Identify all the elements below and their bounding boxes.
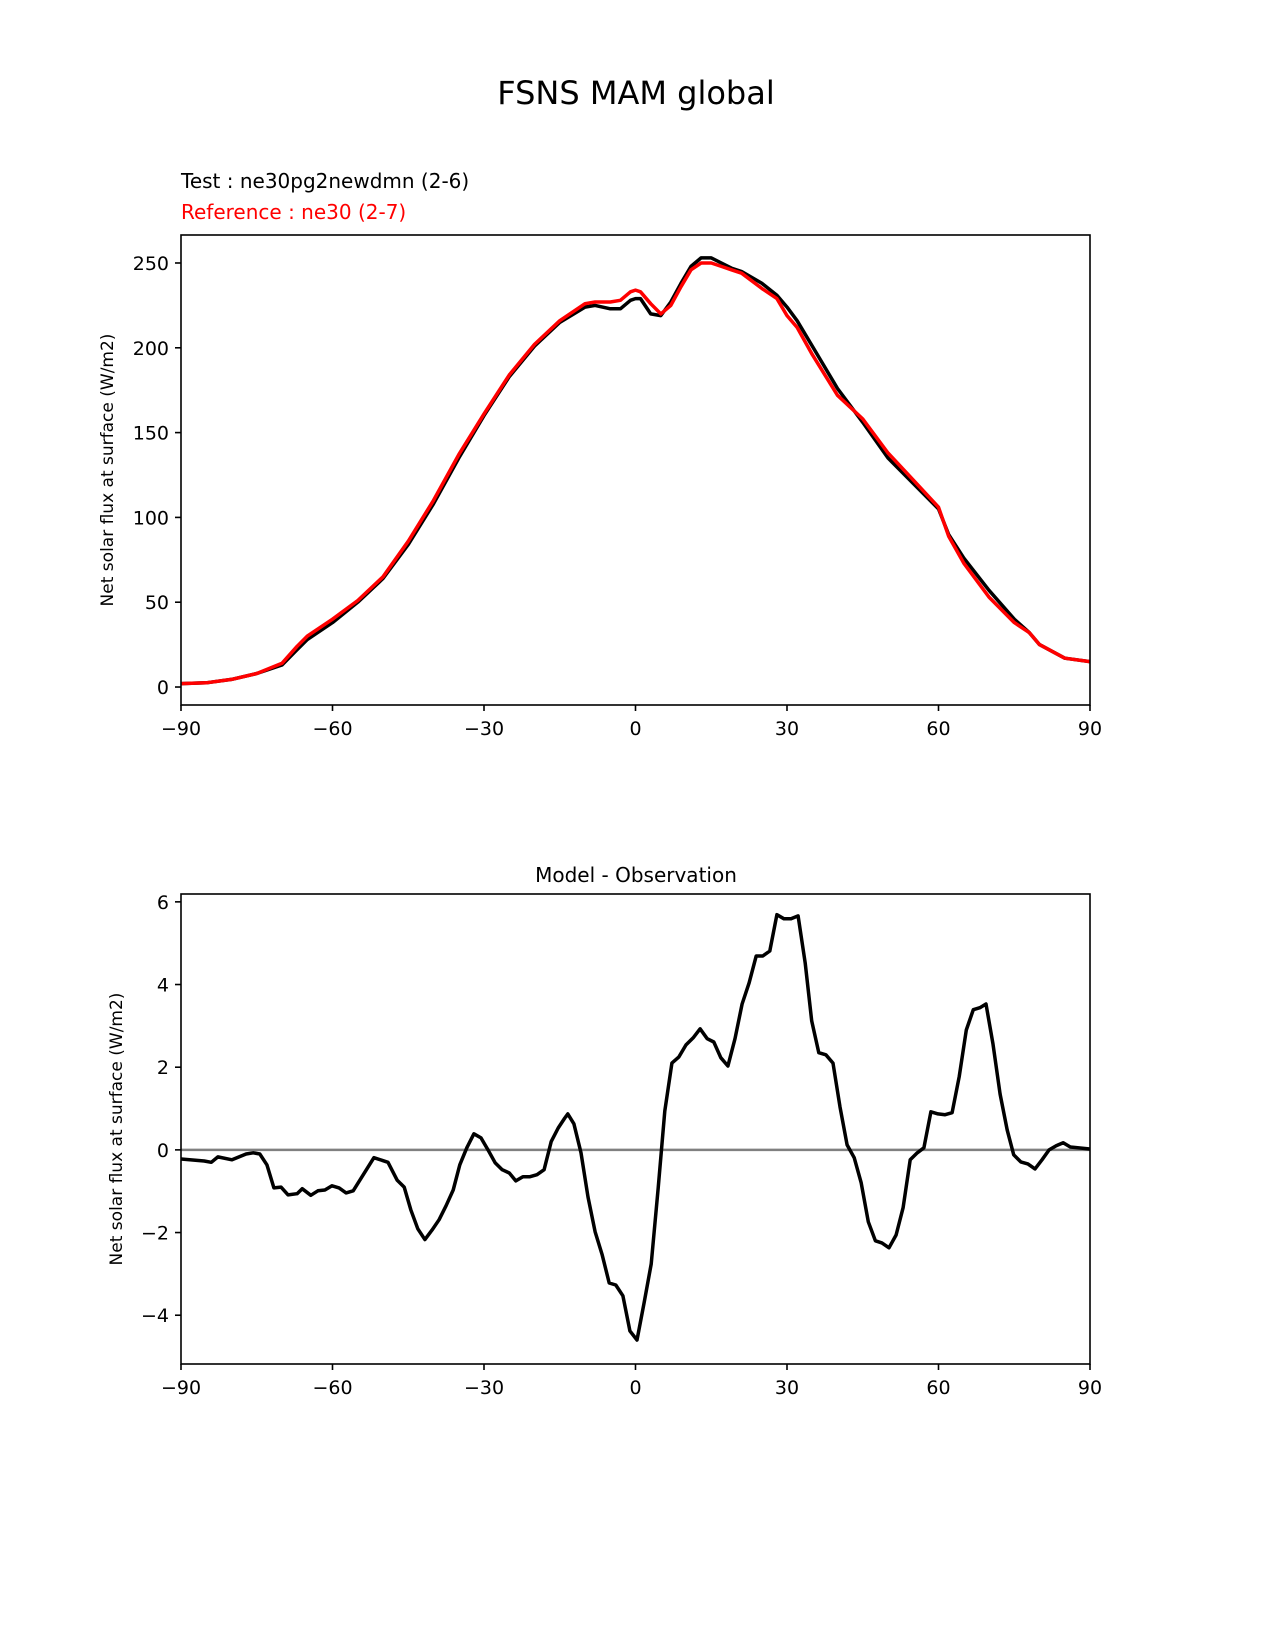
x-tick-label: 30: [775, 718, 799, 740]
y-tick-label: 6: [157, 892, 169, 914]
panel2-ylabel: Net solar flux at surface (W/m2): [107, 993, 127, 1266]
y-tick-label: 0: [157, 1140, 169, 1162]
y-tick-label: 2: [157, 1057, 169, 1079]
x-tick-label: −90: [161, 1377, 201, 1399]
plot-frame: [180, 893, 1091, 1365]
x-tick-label: −90: [161, 718, 201, 740]
panel-1: −90 −60 −30 0 30 60 90 0 50 100 150 200 250: [133, 234, 1102, 740]
y-tick-label: 50: [145, 592, 169, 614]
x-tick-label: 60: [926, 718, 950, 740]
x-tick-label: 30: [775, 1377, 799, 1399]
series-difference-line: [181, 912, 1090, 1342]
y-tick-label: −4: [141, 1305, 169, 1327]
x-tick-label: −30: [464, 718, 504, 740]
y-tick-label: 0: [157, 677, 169, 699]
y-tick-label: 100: [133, 507, 169, 529]
panel-2: −90 −60 −30 0 30 60 90 −4 −2 0 2 4 6: [141, 892, 1102, 1399]
test-label: Test : ne30pg2newdmn (2-6): [180, 169, 469, 193]
x-tick-label: 90: [1078, 718, 1102, 740]
x-tick-label: 0: [629, 718, 641, 740]
x-tick-label: −60: [312, 1377, 352, 1399]
panel2-title: Model - Observation: [535, 863, 737, 887]
x-tick-label: 90: [1078, 1377, 1102, 1399]
x-tick-label: −30: [464, 1377, 504, 1399]
panel1-ylabel: Net solar flux at surface (W/m2): [98, 334, 118, 607]
y-tick-label: 4: [157, 975, 169, 997]
x-tick-label: 60: [926, 1377, 950, 1399]
series-reference-line: [181, 261, 1090, 686]
x-tick-label: 0: [629, 1377, 641, 1399]
x-tick-label: −60: [312, 718, 352, 740]
y-tick-label: 150: [133, 423, 169, 445]
reference-label: Reference : ne30 (2-7): [181, 200, 406, 224]
y-tick-label: −2: [141, 1223, 169, 1245]
series-test-line: [181, 256, 1090, 686]
y-tick-label: 250: [133, 253, 169, 275]
figure-title: FSNS MAM global: [497, 74, 774, 112]
y-tick-label: 200: [133, 338, 169, 360]
